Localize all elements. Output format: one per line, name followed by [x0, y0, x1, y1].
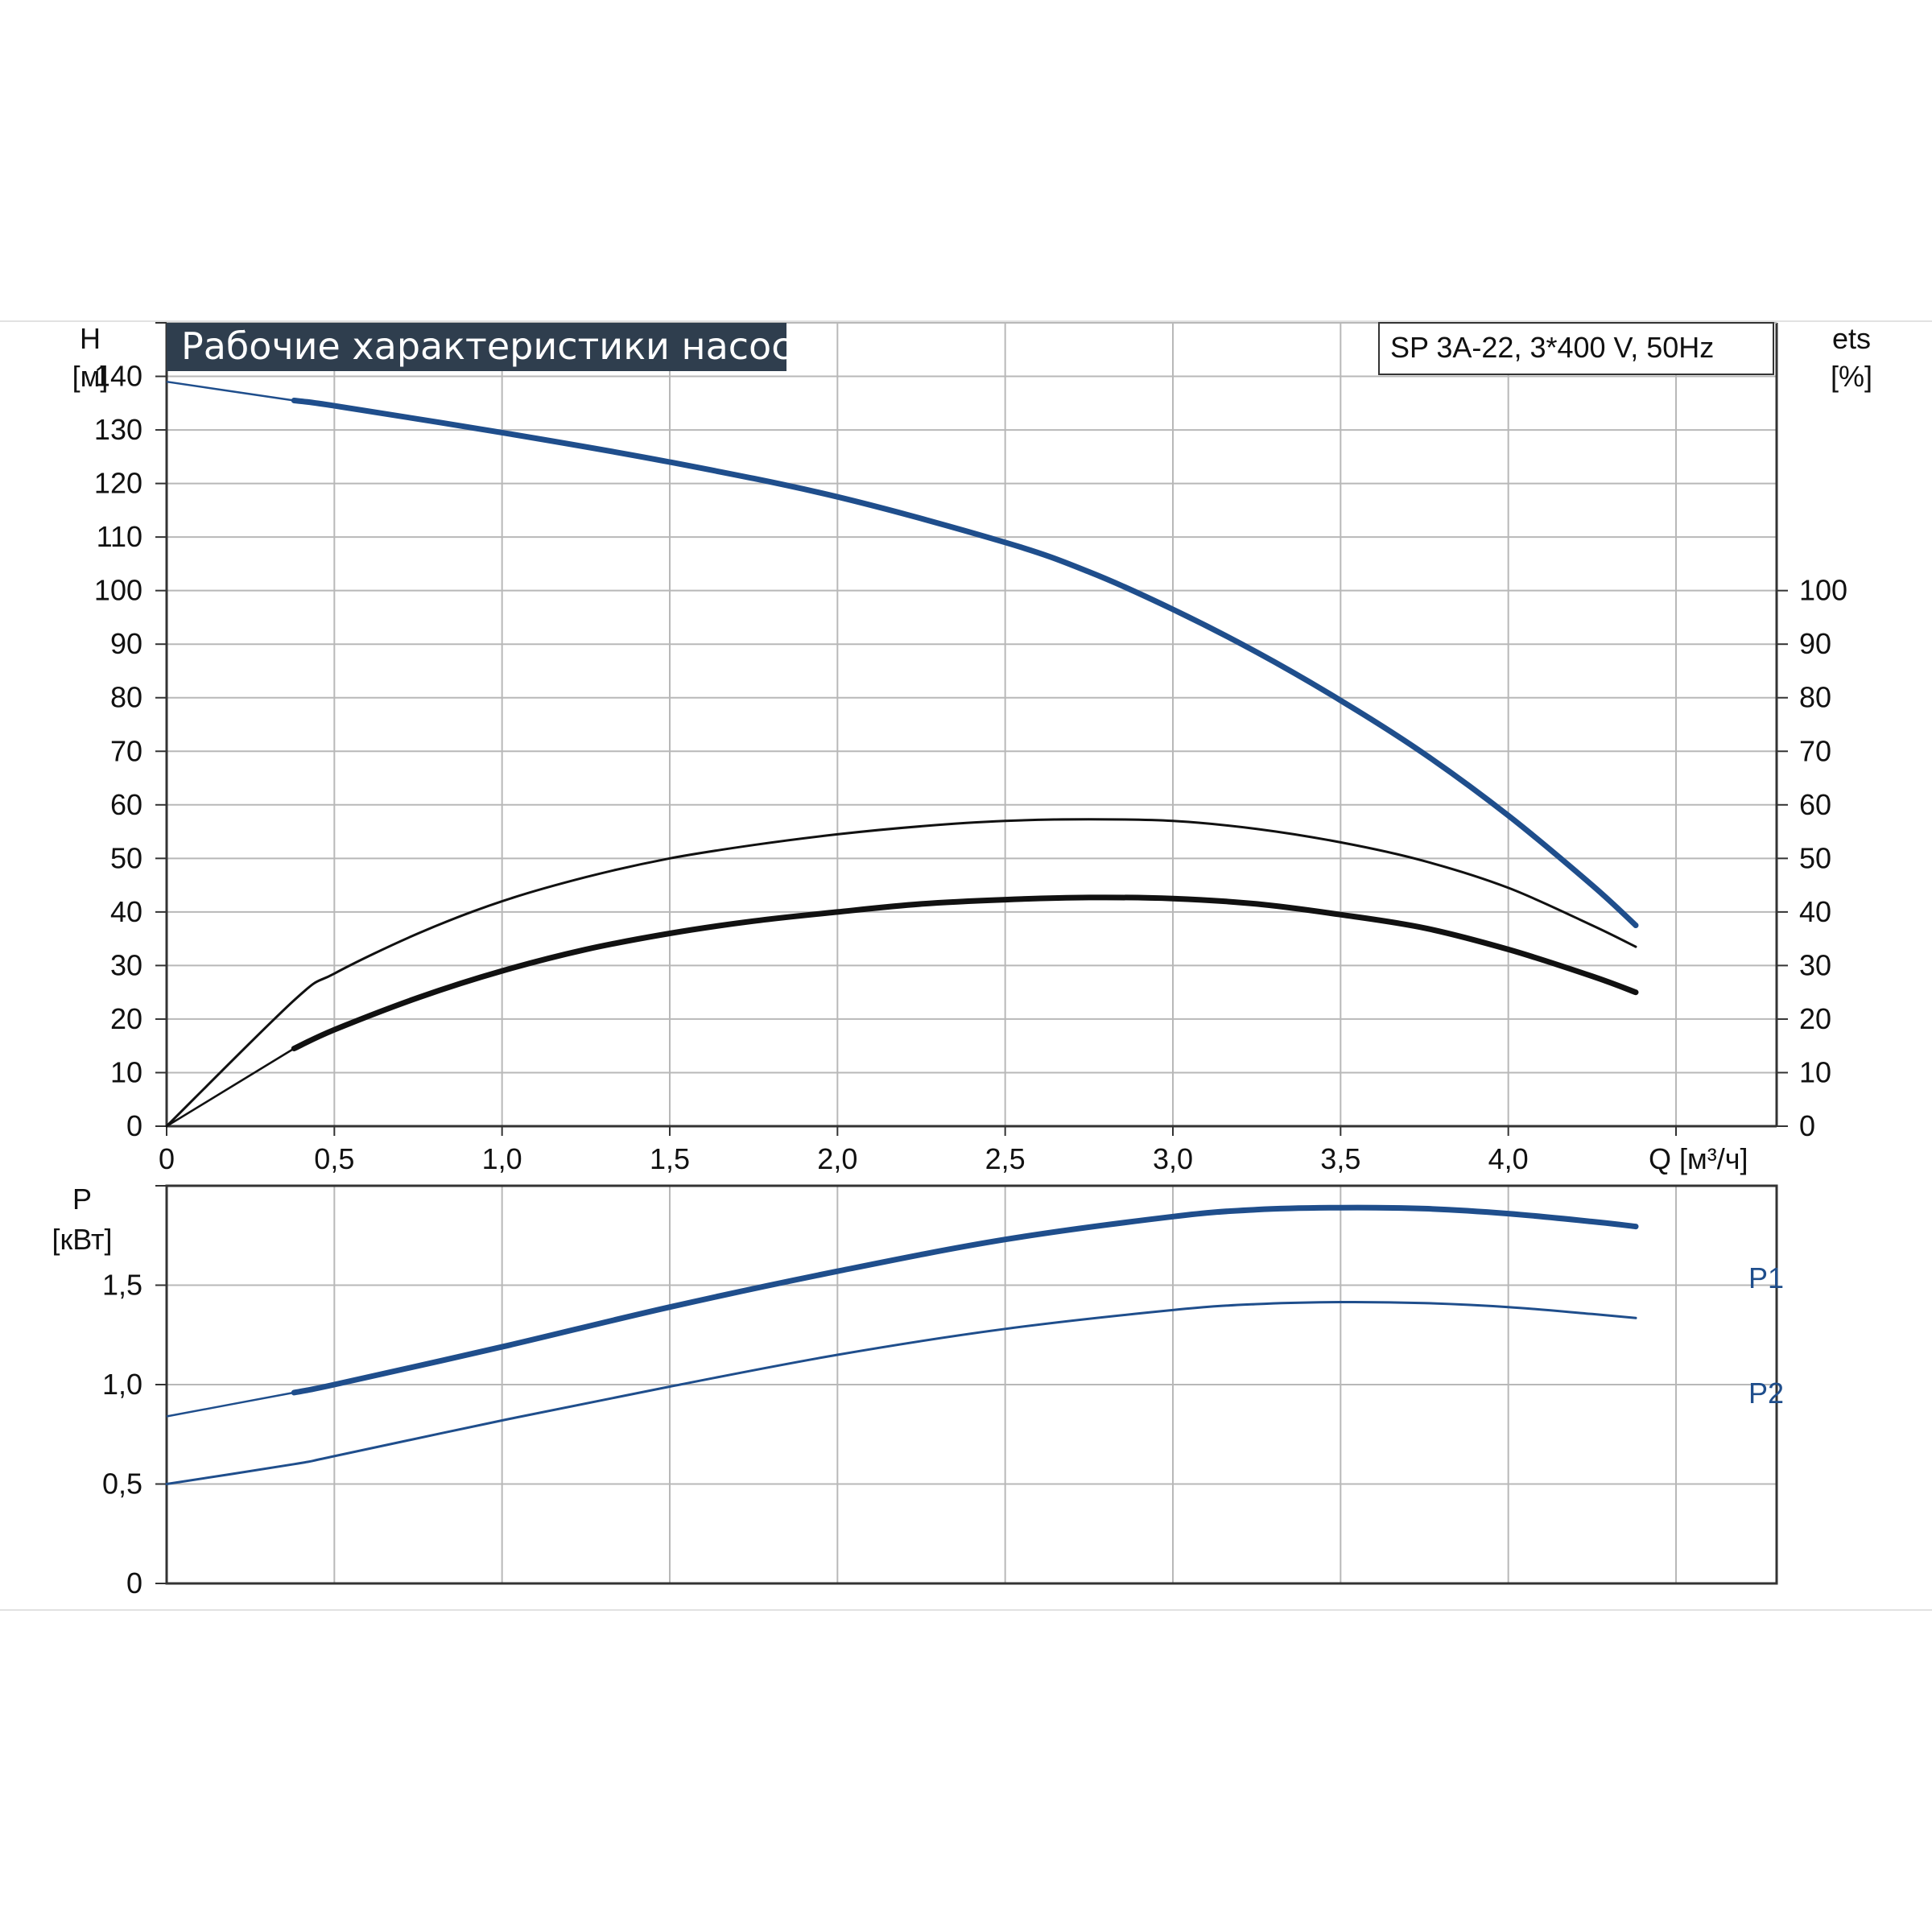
left-tick-label: 10 — [110, 1055, 142, 1088]
upper-chart-ticks: 0 10 20 30 40 50 60 70 80 90 100 110 120 130 140 0 10 20 3… — [94, 322, 1847, 1175]
right-tick-label: 80 — [1799, 681, 1831, 714]
y-axis-left-unit: [м] — [72, 360, 109, 393]
series-label-p2: P2 — [1748, 1377, 1784, 1410]
right-tick-label: 0 — [1799, 1109, 1815, 1142]
left-tick-label: 130 — [94, 413, 142, 446]
x-tick-label: 0,5 — [314, 1142, 354, 1175]
power-series-1 — [291, 1204, 1639, 1396]
right-tick-label: 40 — [1799, 895, 1831, 928]
power-axis-label: P — [72, 1183, 92, 1216]
upper-chart-curves — [165, 380, 1639, 1128]
y-axis-right-label: ets — [1832, 322, 1871, 355]
right-tick-label: 30 — [1799, 948, 1831, 981]
right-tick-label: 100 — [1799, 574, 1847, 607]
left-tick-label: 110 — [97, 520, 142, 553]
right-tick-label: 60 — [1799, 788, 1831, 821]
left-tick-label: 80 — [110, 681, 142, 714]
upper-plot-area — [167, 323, 1777, 1126]
upper-chart-grid — [165, 322, 1778, 1128]
lower-chart-curves — [165, 1204, 1639, 1485]
x-tick-label: 1,5 — [650, 1142, 690, 1175]
x-tick-label: 3,5 — [1320, 1142, 1360, 1175]
right-tick-label: 90 — [1799, 627, 1831, 660]
upper-series-2 — [165, 818, 1637, 1128]
lower-chart-grid — [165, 1184, 1778, 1585]
left-tick-label: 50 — [110, 841, 142, 874]
y-axis-left-label: H — [80, 322, 101, 355]
left-tick-label: 40 — [110, 895, 142, 928]
x-tick-label: 4,0 — [1488, 1142, 1529, 1175]
x-tick-label: 0 — [159, 1142, 175, 1175]
model-box — [1378, 322, 1774, 375]
left-tick-label: 60 — [110, 788, 142, 821]
power-tick-label: 1,5 — [102, 1269, 142, 1302]
x-tick-label: 2,0 — [817, 1142, 857, 1175]
power-axis-unit: [кВт] — [52, 1223, 112, 1256]
left-tick-label: 140 — [94, 360, 142, 393]
right-tick-label: 50 — [1799, 841, 1831, 874]
right-tick-label: 70 — [1799, 734, 1831, 767]
x-tick-label: 2,5 — [985, 1142, 1026, 1175]
power-tick-label: 0 — [126, 1567, 142, 1600]
power-tick-label: 1,0 — [102, 1368, 142, 1401]
series-label-p1: P1 — [1748, 1261, 1784, 1294]
model-label: SP 3A-22, 3*400 V, 50Hz — [1390, 331, 1714, 364]
left-tick-label: 0 — [126, 1109, 142, 1142]
lower-chart-ticks: 0 0,5 1,0 1,5 — [102, 1185, 167, 1600]
right-tick-label: 10 — [1799, 1055, 1831, 1088]
y-axis-right-unit: [%] — [1831, 360, 1872, 393]
left-tick-label: 30 — [110, 948, 142, 981]
x-tick-label: 3,0 — [1153, 1142, 1193, 1175]
left-tick-label: 100 — [94, 574, 142, 607]
power-series-2 — [165, 1300, 1637, 1485]
left-tick-label: 20 — [110, 1002, 142, 1035]
left-tick-label: 120 — [94, 467, 142, 500]
title-box — [167, 323, 786, 371]
chart-title: Рабочие характеристики насоса — [181, 324, 815, 368]
left-tick-label: 70 — [110, 734, 142, 767]
power-series-1-lead — [166, 1391, 295, 1418]
x-axis-label: Q [м³/ч] — [1649, 1142, 1748, 1175]
x-tick-label: 1,0 — [482, 1142, 522, 1175]
upper-series-3-lead — [166, 1047, 295, 1128]
left-tick-label: 90 — [110, 627, 142, 660]
power-tick-label: 0,5 — [102, 1468, 142, 1501]
upper-series-1-lead — [166, 380, 295, 402]
right-tick-label: 20 — [1799, 1002, 1831, 1035]
